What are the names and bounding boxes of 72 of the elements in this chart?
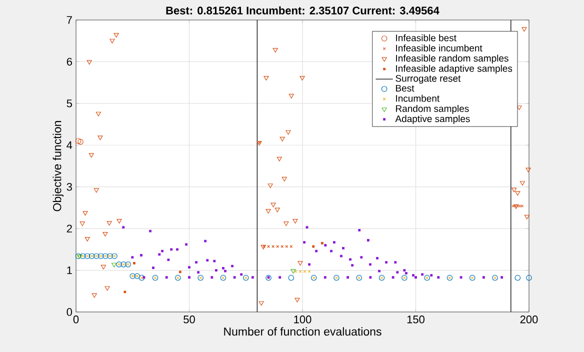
point [524,214,530,220]
y-tick-label: 4 [66,141,72,149]
point [288,274,294,281]
point [274,208,280,212]
point [100,264,106,270]
point [282,176,287,182]
legend-label: Infeasible best [396,34,456,42]
legend-label: Incumbent [396,94,440,102]
y-tick-label: 5 [66,100,72,108]
point [110,38,115,44]
legend-label: Adaptive samples [395,115,470,124]
y-tick-label: 2 [66,224,72,232]
y-axis-title: Objective function [52,121,64,212]
point [286,130,291,135]
x-tick-label: 0 [73,316,79,324]
point [522,27,527,32]
point [290,269,296,274]
chart-title: Best: 0.815261 Incumbent: 2.35107 Current: 3.49564 [166,6,440,14]
point [272,48,278,53]
point [258,301,264,306]
point [294,298,300,302]
legend-label: Infeasible adaptive samples [396,64,512,74]
x-tick-label: 100 [294,316,312,324]
y-tick-label: 7 [66,16,72,24]
x-tick-label: 50 [184,316,195,324]
point [298,261,303,266]
legend-label: Surrogate reset [396,75,461,84]
point [300,76,305,80]
point [116,219,122,224]
point [102,232,108,236]
point [276,156,282,162]
point [88,153,94,158]
point [515,191,520,196]
point [270,202,276,208]
legend-label: Best [396,84,414,92]
y-tick-label: 6 [66,58,72,66]
point [520,181,525,186]
point [112,262,117,268]
point [264,76,269,80]
point [82,211,88,216]
point [516,106,522,110]
point [94,188,99,193]
point [86,60,92,65]
point [514,274,521,281]
legend-label: Random samples [396,104,469,114]
legend-label: Infeasible random samples [396,54,508,64]
point [80,222,85,226]
point [106,221,112,226]
point [280,136,285,142]
point [114,33,119,38]
point [266,209,271,214]
point [96,112,101,116]
point [268,184,273,188]
y-tick-label: 0 [66,308,72,316]
point [92,293,97,298]
legend-label: Infeasible incumbent [396,44,482,52]
point [288,94,294,98]
point [526,274,532,281]
point [284,222,289,226]
point [526,168,531,172]
point [98,136,103,140]
x-tick-label: 150 [407,316,424,324]
x-axis-title: Number of function evaluations [224,327,382,336]
y-tick-label: 3 [66,182,72,191]
point [84,236,90,242]
y-tick-label: 1 [67,266,72,274]
point [75,138,82,144]
x-tick-label: 200 [520,316,538,324]
point [78,138,84,145]
point [512,188,517,192]
point [292,219,298,224]
point [104,286,110,291]
